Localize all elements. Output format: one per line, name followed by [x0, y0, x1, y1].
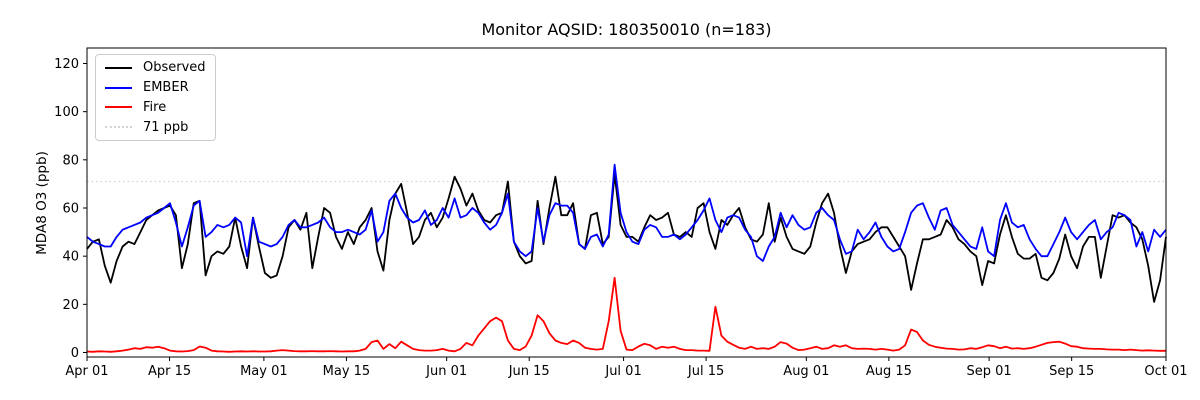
x-tick-label: Jul 15	[687, 364, 724, 379]
x-tick-label: Sep 01	[967, 364, 1012, 379]
chart-title: Monitor AQSID: 180350010 (n=183)	[481, 20, 772, 39]
y-tick-label: 0	[71, 346, 79, 361]
x-tick-label: Apr 15	[148, 364, 191, 379]
x-tick-label: Aug 01	[783, 364, 829, 379]
y-tick-label: 60	[62, 202, 79, 217]
legend-item-71-ppb: 71 ppb	[105, 117, 209, 137]
series-line-ember	[86, 163, 1167, 262]
legend: Observed EMBER Fire 71 ppb	[95, 54, 216, 141]
legend-item-observed: Observed	[105, 58, 209, 78]
x-tick-label: Apr 01	[65, 364, 108, 379]
x-tick-label: May 15	[323, 364, 371, 379]
y-tick-label: 80	[62, 153, 79, 168]
legend-line-sample-observed	[105, 66, 132, 69]
series-line-observed	[86, 173, 1167, 303]
legend-label: EMBER	[143, 80, 189, 96]
legend-item-fire: Fire	[105, 98, 209, 118]
legend-label: Fire	[143, 99, 167, 115]
x-tick-label: Oct 01	[1144, 364, 1187, 379]
series-line-fire	[86, 276, 1166, 353]
y-tick-label: 20	[62, 298, 79, 313]
legend-item-ember: EMBER	[105, 78, 209, 98]
x-tick-label: Sep 15	[1049, 364, 1094, 379]
x-tick-label: Aug 15	[866, 364, 912, 379]
y-tick-label: 120	[54, 57, 79, 72]
legend-line-sample-71-ppb	[105, 126, 132, 129]
x-tick-label: Jun 01	[425, 364, 467, 379]
x-tick-label: Jul 01	[604, 364, 641, 379]
legend-label: Observed	[143, 60, 206, 76]
y-tick-label: 40	[62, 250, 79, 265]
legend-line-sample-fire	[105, 106, 132, 109]
x-tick-label: Jun 15	[508, 364, 550, 379]
axes-frame	[86, 47, 1167, 358]
y-tick-label: 100	[54, 105, 79, 120]
legend-label: 71 ppb	[143, 119, 189, 135]
x-tick-label: May 01	[240, 364, 288, 379]
legend-line-sample-ember	[105, 86, 132, 89]
